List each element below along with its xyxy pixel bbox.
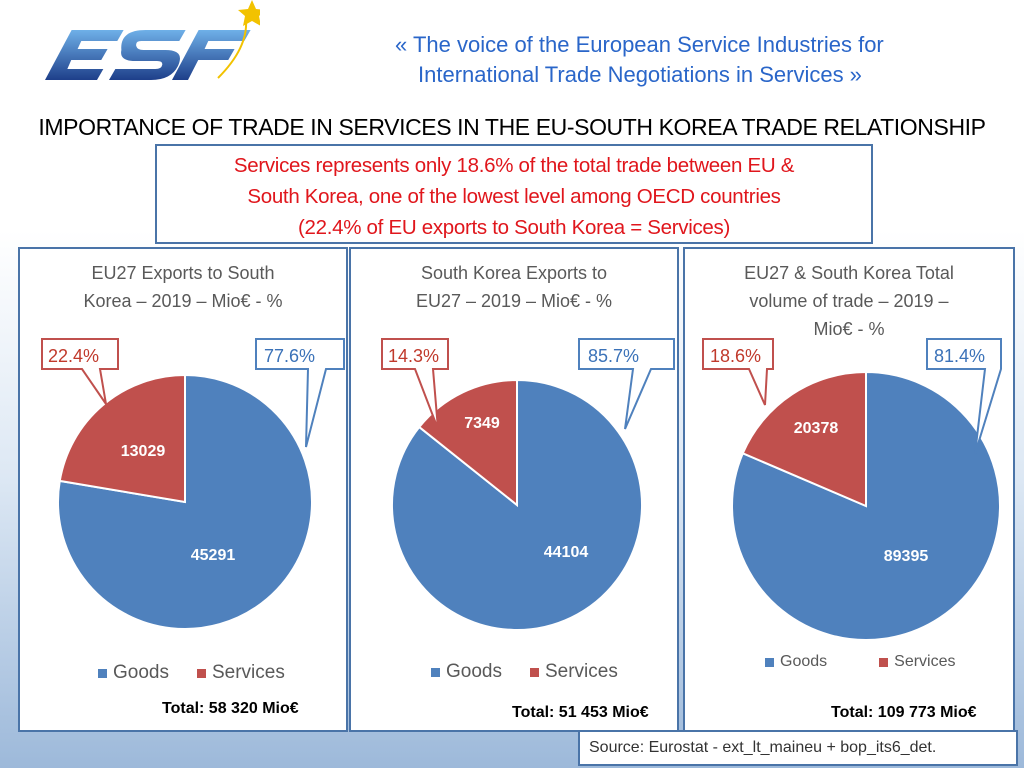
legend-item-services: Services [529, 661, 618, 683]
subtitle-box: Services represents only 18.6% of the to… [155, 144, 873, 244]
chart-panel-eu-exports: EU27 Exports to South Korea – 2019 – Mio… [18, 247, 348, 732]
goods-callout [926, 338, 1002, 455]
chart-title-line-2: Korea – 2019 – Mio€ - % [83, 291, 283, 311]
services-percent-label: 22.4% [48, 346, 100, 366]
services-callout [41, 338, 119, 405]
legend-label-goods: Goods [446, 661, 502, 682]
services-value-label: 13029 [120, 443, 166, 460]
chart-title: EU27 Exports to South Korea – 2019 – Mio… [20, 259, 346, 315]
legend-item-services: Services [879, 653, 956, 671]
chart-title: EU27 & South Korea Total volume of trade… [685, 259, 1013, 343]
source-note: Source: Eurostat - ext_lt_maineu + bop_i… [578, 730, 1018, 766]
services-value-label: 20378 [793, 420, 839, 437]
legend-item-services: Services [196, 662, 285, 684]
chart-title-line-1: South Korea Exports to [420, 263, 608, 283]
chart-legend: Goods Services [431, 661, 646, 683]
goods-value-label: 89395 [883, 548, 929, 565]
services-callout [381, 338, 449, 430]
esf-logo [44, 0, 260, 80]
legend-label-services: Services [211, 662, 285, 683]
services-callout [702, 338, 774, 406]
goods-percent-label: 81.4% [934, 346, 986, 366]
chart-title-line-2: EU27 – 2019 – Mio€ - % [415, 291, 613, 311]
swoosh-icon [217, 19, 248, 79]
pie-chart [41, 338, 345, 630]
chart-title: South Korea Exports to EU27 – 2019 – Mio… [351, 259, 677, 315]
goods-callout [578, 338, 675, 430]
legend-item-goods: Goods [98, 662, 169, 684]
chart-legend: Goods Services [765, 653, 984, 671]
services-value-label: 7349 [464, 415, 500, 432]
chart-total: Total: 51 453 Mio€ [512, 704, 649, 721]
legend-label-goods: Goods [113, 662, 169, 683]
chart-legend: Goods Services [98, 662, 313, 684]
subtitle-line-1: Services represents only 18.6% of the to… [233, 154, 795, 177]
legend-item-goods: Goods [431, 661, 502, 683]
goods-callout [255, 338, 345, 448]
goods-percent-label: 85.7% [588, 346, 640, 366]
tagline: « The voice of the European Service Indu… [395, 30, 995, 90]
pie-slice-services [741, 370, 867, 508]
legend-item-goods: Goods [765, 653, 827, 671]
chart-total: Total: 58 320 Mio€ [162, 700, 299, 717]
goods-value-label: 44104 [543, 544, 589, 561]
esf-letters [44, 30, 251, 80]
pie-chart [381, 338, 675, 631]
star-icon [238, 0, 260, 26]
pie-slice-services [417, 378, 518, 508]
services-percent-label: 18.6% [710, 346, 762, 366]
chart-panel-korea-exports: South Korea Exports to EU27 – 2019 – Mio… [349, 247, 679, 732]
services-percent-label: 14.3% [388, 346, 440, 366]
chart-panel-total-trade: EU27 & South Korea Total volume of trade… [683, 247, 1015, 732]
legend-label-goods: Goods [780, 653, 828, 670]
chart-title-line-3: Mio€ - % [813, 319, 885, 339]
pie-slice-goods [391, 378, 643, 631]
subtitle-line-3: (22.4% of EU exports to South Korea = Se… [298, 216, 730, 239]
subtitle-line-2: South Korea, one of the lowest level amo… [247, 185, 781, 208]
page-title: IMPORTANCE OF TRADE IN SERVICES IN THE E… [38, 114, 986, 140]
chart-title-line-2: volume of trade – 2019 – [749, 291, 949, 311]
chart-title-line-1: EU27 & South Korea Total [744, 263, 954, 283]
goods-value-label: 45291 [190, 547, 236, 564]
goods-percent-label: 77.6% [264, 346, 316, 366]
pie-slice-services [58, 373, 186, 504]
legend-label-services: Services [894, 653, 956, 670]
tagline-line-1: « The voice of the European Service Indu… [395, 32, 884, 57]
pie-chart [702, 338, 1002, 641]
tagline-line-2: International Trade Negotiations in Serv… [418, 62, 862, 87]
legend-label-services: Services [544, 661, 618, 682]
chart-total: Total: 109 773 Mio€ [831, 704, 977, 721]
chart-title-line-1: EU27 Exports to South [91, 263, 275, 283]
